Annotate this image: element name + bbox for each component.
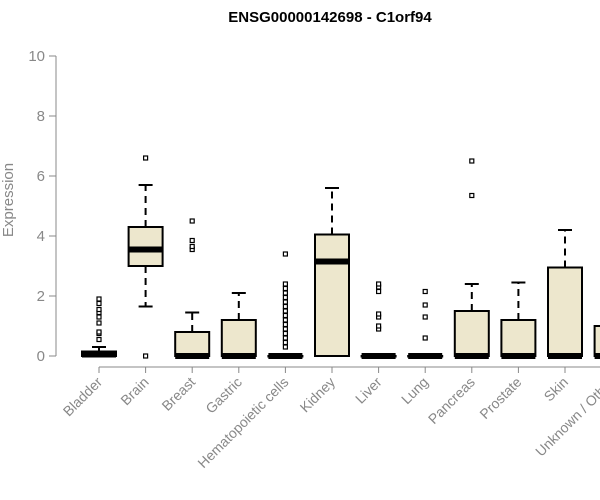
box-pancreas [453, 158, 490, 359]
outlier-point [376, 288, 382, 295]
outlier-point [189, 243, 195, 250]
outlier-point [96, 300, 102, 307]
x-category-label: Kidney [297, 374, 339, 416]
box-skin [547, 229, 583, 359]
outlier-point [282, 321, 288, 328]
x-category-label: Prostate [476, 374, 524, 422]
box-iqr [547, 266, 583, 357]
box-prostate [500, 281, 537, 359]
outlier-point [422, 314, 428, 320]
box-gastric [220, 292, 257, 359]
outlier-point [282, 312, 288, 319]
y-tick-label: 4 [37, 228, 45, 245]
x-category-label: Hematopoietic cells [194, 374, 291, 471]
outlier-point [96, 314, 102, 320]
y-tick-label: 0 [37, 348, 45, 365]
outlier-point [282, 251, 288, 257]
box-iqr [593, 325, 600, 357]
x-category-label: Bladder [60, 374, 106, 420]
outlier-point [282, 326, 288, 332]
outlier-point [282, 299, 288, 305]
y-tick-label: 10 [28, 48, 45, 65]
x-category-label: Brain [117, 374, 151, 408]
outlier-point [282, 317, 288, 323]
x-category-label: Lung [398, 374, 431, 407]
outlier-point [96, 320, 102, 326]
outlier-point [189, 237, 195, 244]
x-category-label: Liver [352, 374, 385, 407]
x-category-label: Skin [541, 374, 572, 405]
outlier-point [96, 306, 102, 313]
x-category-label: Pancreas [425, 374, 478, 427]
x-category-label: Gastric [202, 374, 245, 417]
outlier-point [189, 218, 195, 224]
chart-title: ENSG00000142698 - C1orf94 [228, 9, 432, 26]
box-iqr [220, 319, 257, 357]
outlier-point [469, 158, 475, 164]
outlier-point [282, 330, 288, 337]
y-axis: 0 2 4 6 8 10 [28, 48, 57, 365]
box-iqr [453, 310, 490, 357]
outlier-point [96, 336, 102, 343]
y-axis-label: Expression [0, 163, 17, 237]
y-tick-label: 2 [37, 288, 45, 305]
box-hematopoietic-cells [267, 251, 304, 359]
outlier-point [282, 294, 288, 301]
outlier-point [376, 323, 382, 329]
outlier-point [96, 329, 102, 335]
box-brain [127, 155, 164, 359]
outlier-point [376, 281, 382, 287]
outlier-point [422, 302, 428, 308]
outlier-point [282, 285, 288, 292]
boxes-group [81, 155, 600, 359]
outlier-point [282, 335, 288, 341]
outlier-point [422, 288, 428, 295]
y-tick-label: 8 [37, 108, 45, 125]
outlier-point [376, 311, 382, 317]
outlier-point [282, 290, 288, 296]
box-kidney [314, 187, 350, 357]
outlier-point [469, 192, 475, 199]
outlier-point [143, 353, 149, 359]
box-iqr [500, 319, 537, 357]
box-iqr [174, 331, 211, 357]
outlier-point [282, 303, 288, 310]
box-iqr [314, 233, 350, 357]
outlier-point [422, 335, 428, 341]
outlier-point [282, 344, 288, 350]
box-bladder [81, 296, 117, 358]
x-category-label: Breast [158, 374, 198, 414]
box-liver [360, 281, 397, 359]
box-breast [174, 218, 211, 359]
box-lung [407, 288, 444, 359]
y-tick-label: 6 [37, 168, 45, 185]
box-unknown-other [593, 325, 600, 359]
outlier-point [282, 339, 288, 346]
outlier-point [96, 296, 102, 302]
outlier-point [282, 281, 288, 287]
outlier-point [143, 155, 149, 161]
outlier-point [282, 308, 288, 314]
